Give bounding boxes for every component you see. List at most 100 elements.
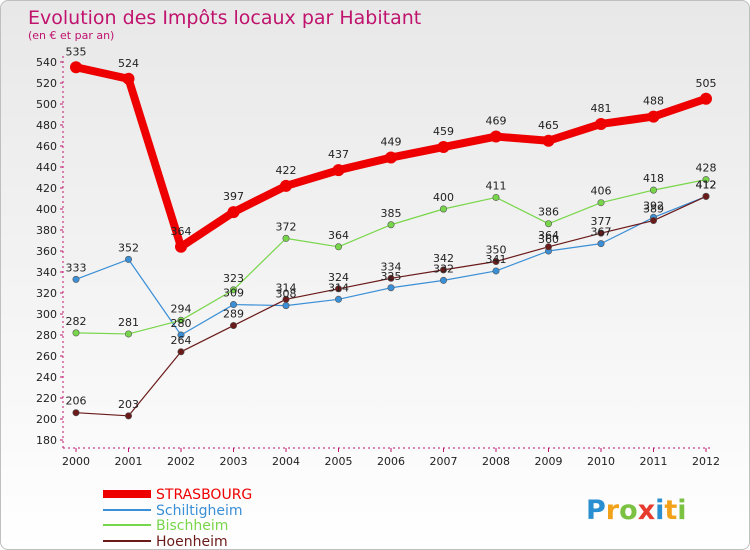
data-point-bischheim <box>492 193 500 201</box>
y-tick-label: 360 <box>36 245 57 258</box>
legend-label-bischheim: Bischheim <box>156 518 228 534</box>
data-label-hoenheim: 377 <box>591 215 612 228</box>
y-tick-label: 320 <box>36 287 57 300</box>
x-tick-label: 2005 <box>325 455 353 468</box>
legend-label-schiltigheim: Schiltigheim <box>156 503 243 519</box>
data-point-bischheim <box>387 221 395 229</box>
data-point-bischheim <box>439 205 447 213</box>
data-label-hoenheim: 324 <box>328 271 349 284</box>
data-label-strasbourg: 437 <box>328 148 349 161</box>
x-tick-label: 2000 <box>62 455 90 468</box>
x-tick-label: 2009 <box>535 455 563 468</box>
logo-letter: P <box>586 495 606 526</box>
y-tick-label: 480 <box>36 119 57 132</box>
data-point-strasbourg <box>542 134 555 147</box>
data-point-bischheim <box>230 286 238 294</box>
legend-label-strasbourg: STRASBOURG <box>156 487 252 503</box>
data-point-bischheim <box>702 176 710 184</box>
data-label-hoenheim: 334 <box>381 260 402 273</box>
data-point-hoenheim <box>72 409 80 417</box>
data-label-schiltigheim: 325 <box>381 270 402 283</box>
data-point-strasbourg <box>437 141 450 154</box>
data-label-schiltigheim: 412 <box>696 178 717 191</box>
data-label-bischheim: 428 <box>696 162 717 175</box>
data-point-hoenheim <box>649 217 657 225</box>
y-tick-label: 440 <box>36 161 57 174</box>
data-point-schiltigheim <box>387 284 395 292</box>
data-label-strasbourg: 488 <box>643 95 664 108</box>
data-label-strasbourg: 505 <box>696 77 717 90</box>
data-point-schiltigheim <box>177 331 185 339</box>
x-tick-label: 2007 <box>430 455 458 468</box>
data-point-strasbourg <box>175 240 187 253</box>
data-point-hoenheim <box>702 192 710 200</box>
data-label-bischheim: 385 <box>381 207 402 220</box>
logo-text: Proxiti <box>586 495 687 526</box>
data-label-bischheim: 323 <box>223 272 244 285</box>
data-label-hoenheim: 364 <box>538 229 559 242</box>
legend-label-hoenheim: Hoenheim <box>156 534 228 549</box>
y-axis: 180 200 220 240 260 280 300 320 340 360 380 400 420 4… <box>36 56 64 448</box>
y-tick-label: 520 <box>36 77 57 90</box>
data-point-schiltigheim <box>439 276 447 284</box>
y-tick-label: 420 <box>36 182 57 195</box>
data-label-bischheim: 386 <box>538 206 559 219</box>
data-point-bischheim <box>597 199 605 207</box>
data-label-bischheim: 281 <box>118 316 139 329</box>
data-label-bischheim: 372 <box>276 220 297 233</box>
data-point-hoenheim <box>387 274 395 282</box>
y-tick-label: 260 <box>36 350 57 363</box>
data-label-schiltigheim: 333 <box>66 261 87 274</box>
x-axis: 2000 2001 2002 2003 2004 2005 2006 2007 2008 2009… <box>62 447 720 468</box>
chart-title: Evolution des Impôts locaux par Habitant <box>28 7 421 29</box>
data-label-schiltigheim: 352 <box>118 241 139 254</box>
data-point-strasbourg <box>595 117 607 130</box>
data-point-strasbourg <box>227 206 240 219</box>
y-tick-label: 200 <box>36 413 57 426</box>
data-point-bischheim <box>177 316 185 324</box>
data-point-hoenheim <box>492 257 500 265</box>
data-point-bischheim <box>649 186 657 194</box>
data-label-bischheim: 411 <box>486 179 507 192</box>
data-label-strasbourg: 449 <box>381 136 402 149</box>
y-tick-label: 240 <box>36 371 57 384</box>
logo-letter: x <box>638 495 655 526</box>
data-label-strasbourg: 459 <box>433 125 454 138</box>
y-tick-label: 340 <box>36 266 57 279</box>
data-label-bischheim: 364 <box>328 229 349 242</box>
data-point-schiltigheim <box>492 267 500 275</box>
data-label-schiltigheim: 332 <box>433 262 454 275</box>
data-point-hoenheim <box>177 348 185 356</box>
data-point-strasbourg <box>280 179 292 192</box>
data-label-schiltigheim: 308 <box>276 288 297 301</box>
y-tick-label: 540 <box>36 56 57 69</box>
logo-letter: o <box>619 495 638 526</box>
logo-letter: i <box>655 495 664 526</box>
data-label-bischheim: 406 <box>591 185 612 198</box>
data-label-schiltigheim: 367 <box>591 226 612 239</box>
data-point-schiltigheim <box>334 295 342 303</box>
data-point-bischheim <box>282 234 290 242</box>
data-label-bischheim: 294 <box>171 302 192 315</box>
data-point-bischheim <box>72 329 80 337</box>
data-label-strasbourg: 524 <box>118 57 139 70</box>
data-label-strasbourg: 481 <box>591 102 612 115</box>
series-layer <box>70 61 712 420</box>
data-point-schiltigheim <box>72 275 80 283</box>
y-tick-label: 280 <box>36 329 57 342</box>
y-tick-label: 500 <box>36 98 57 111</box>
x-tick-label: 2008 <box>482 455 510 468</box>
data-point-strasbourg <box>700 92 712 105</box>
data-point-schiltigheim <box>282 302 290 310</box>
data-label-schiltigheim: 392 <box>643 199 664 212</box>
y-tick-label: 180 <box>36 434 57 447</box>
x-tick-label: 2003 <box>220 455 248 468</box>
data-point-strasbourg <box>647 110 660 123</box>
data-label-hoenheim: 342 <box>433 252 454 265</box>
x-tick-label: 2002 <box>167 455 195 468</box>
data-point-schiltigheim <box>230 301 238 309</box>
